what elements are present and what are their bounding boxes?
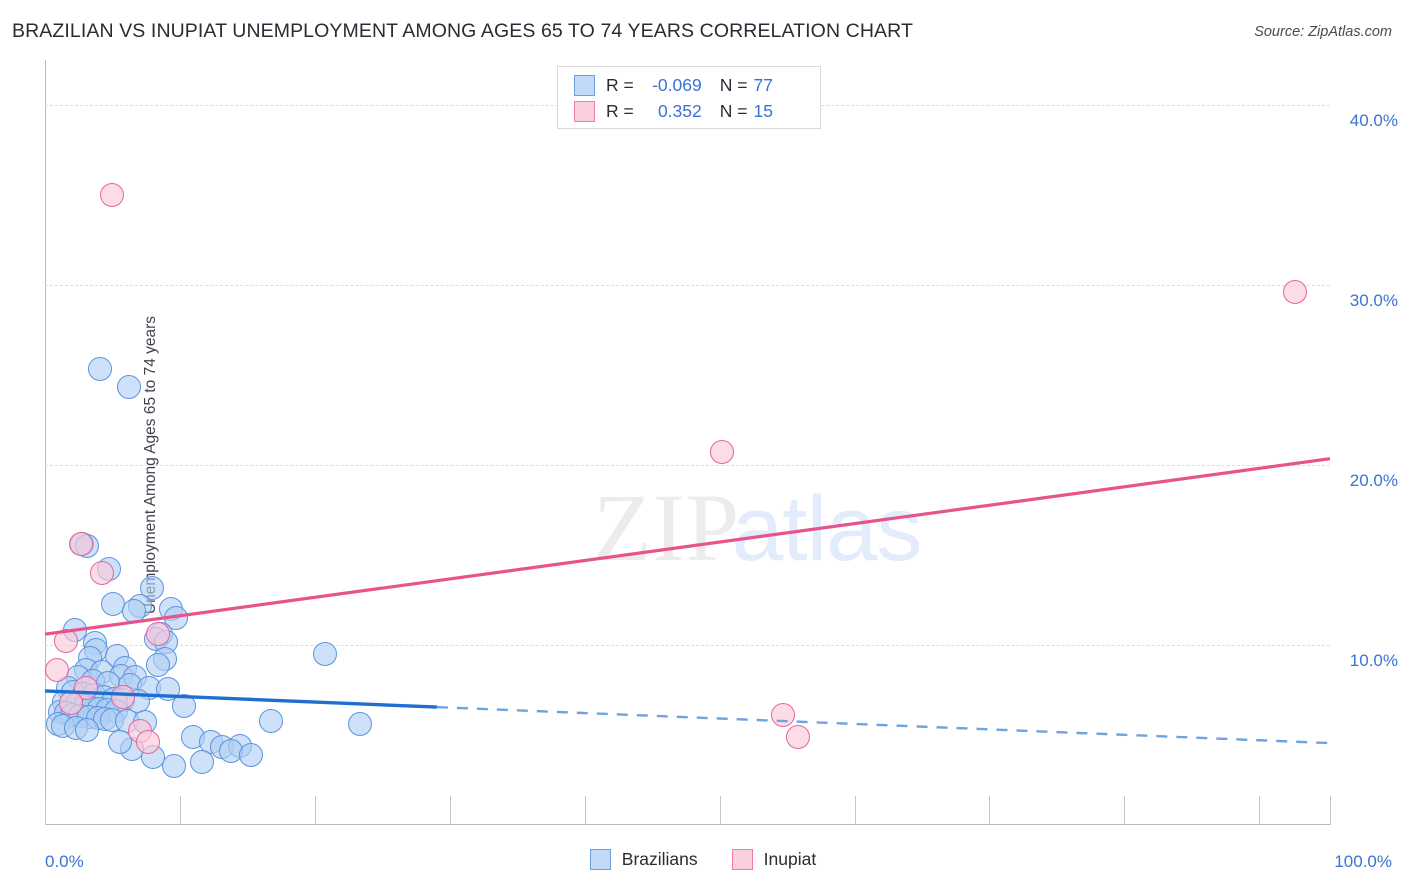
legend-label-inupiat: Inupiat [763,849,817,869]
legend-item-inupiat[interactable]: Inupiat [731,849,817,870]
y-tick-label: 10.0% [1349,651,1398,670]
stat-r-value-brazilians: -0.069 [652,74,702,95]
legend-item-brazilians[interactable]: Brazilians [589,849,698,870]
data-point-inupiat[interactable] [135,730,160,755]
legend-swatch-inupiat [731,849,753,870]
data-point-inupiat[interactable] [58,690,83,715]
x-axis-tick [989,796,991,824]
legend-label-brazilians: Brazilians [621,849,698,869]
data-point-brazilians[interactable] [347,712,372,737]
data-point-inupiat[interactable] [99,183,124,207]
data-point-brazilians[interactable] [189,750,214,774]
data-point-brazilians[interactable] [171,694,196,719]
x-axis-tick [719,796,721,824]
stat-r-label-inupiat: R = [606,100,634,121]
data-point-brazilians[interactable] [88,356,113,381]
gridline-y-100 [45,645,1330,646]
stat-r-value-inupiat: 0.352 [657,100,702,121]
y-tick-label: 20.0% [1349,471,1398,490]
stat-row-brazilians: R = -0.069 N = 77 [574,72,773,98]
x-axis-tick [314,796,316,824]
data-point-brazilians[interactable] [259,708,284,733]
data-point-inupiat[interactable] [89,561,114,585]
x-axis-tick [45,796,46,824]
y-tick-label: 30.0% [1349,291,1398,310]
stat-row-inupiat: R = 0.352 N = 15 [574,98,773,124]
data-point-brazilians[interactable] [107,730,132,755]
data-point-inupiat[interactable] [68,532,93,557]
data-point-brazilians[interactable] [140,744,165,769]
data-point-inupiat[interactable] [770,703,795,728]
stat-n-label-inupiat: N = [719,100,748,121]
stat-n-label-brazilians: N = [719,74,748,95]
stat-swatch-inupiat [574,100,595,122]
x-axis-line [45,824,1331,825]
x-axis-tick [1124,796,1126,824]
stat-n-value-brazilians: 77 [753,74,773,95]
x-tick-label-max: 100.0% [1334,852,1392,871]
legend-swatch-brazilians [589,849,611,870]
data-point-inupiat[interactable] [44,658,69,683]
source-attribution: Source: ZipAtlas.com [1254,24,1392,40]
x-tick-label-min: 0.0% [45,852,84,871]
x-axis-tick [1330,796,1331,824]
gridline-y-200 [45,465,1330,466]
data-point-inupiat[interactable] [710,440,735,465]
x-axis-tick [854,796,856,824]
data-point-inupiat[interactable] [1283,280,1308,305]
correlation-stats-legend: R = -0.069 N = 77 R = 0.352 N = 15 [557,66,821,129]
series-legend: Brazilians Inupiat [0,849,1406,870]
data-point-brazilians[interactable] [161,753,186,778]
stat-swatch-brazilians [574,74,595,96]
data-point-inupiat[interactable] [53,629,78,654]
y-tick-label: 40.0% [1349,111,1398,130]
y-axis-line [45,60,46,825]
data-point-brazilians[interactable] [75,717,100,742]
data-point-brazilians[interactable] [313,642,338,666]
data-point-brazilians[interactable] [238,742,263,767]
watermark-zip: ZIP [593,474,740,581]
plot-area: ZIPatlas [44,60,1330,825]
page-title: BRAZILIAN VS INUPIAT UNEMPLOYMENT AMONG … [12,20,913,42]
x-axis-tick [449,796,451,824]
data-point-brazilians[interactable] [116,374,141,399]
zipatlas-watermark: ZIPatlas [593,472,922,583]
x-axis-tick [584,796,586,824]
data-point-brazilians[interactable] [121,598,146,623]
x-axis-tick [1259,796,1261,824]
watermark-atlas: atlas [732,478,922,580]
y-axis-title-container: Unemployment Among Ages 65 to 74 years [12,250,159,680]
data-point-brazilians[interactable] [146,652,171,677]
stat-r-label-brazilians: R = [606,74,634,95]
data-point-inupiat[interactable] [786,724,810,749]
stat-n-value-inupiat: 15 [753,100,773,121]
x-axis-tick [179,796,181,824]
gridline-y-300 [45,285,1330,286]
